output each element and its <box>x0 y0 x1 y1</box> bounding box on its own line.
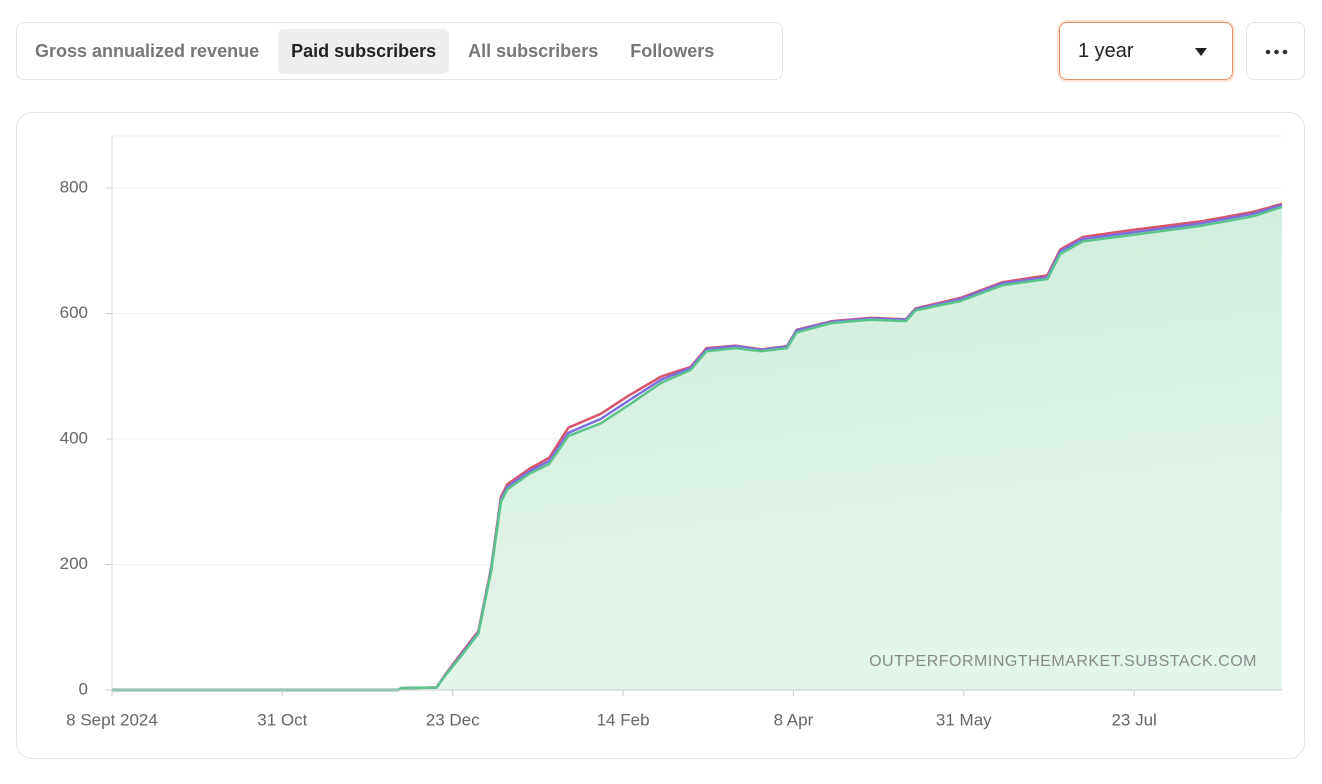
tab[interactable]: Followers <box>630 40 715 61</box>
tab[interactable]: All subscribers <box>468 40 599 61</box>
x-tick-label: 23 Dec <box>426 710 480 729</box>
range-select[interactable]: 1 year <box>1059 22 1233 80</box>
metric-tabs: Gross annualized revenue Paid subscribers… <box>16 22 783 80</box>
dropdown-arrow <box>1195 48 1207 56</box>
x-tick-label: 31 Oct <box>257 710 307 729</box>
more-icon <box>1265 49 1288 55</box>
y-tick-label: 200 <box>60 554 88 573</box>
x-tick-label: 8 Apr <box>774 710 814 729</box>
x-tick-label: 31 May <box>936 710 992 729</box>
x-tick-label: 23 Jul <box>1111 710 1156 729</box>
x-tick-label: 8 Sept 2024 <box>66 710 158 729</box>
chart-card <box>16 112 1305 759</box>
y-tick-label: 400 <box>60 429 88 448</box>
watermark: OUTPERFORMINGTHEMARKET.SUBSTACK.COM <box>869 653 1257 670</box>
y-tick-label: 0 <box>79 679 88 698</box>
series-line <box>112 205 1283 692</box>
range-label: 1 year <box>1078 39 1134 62</box>
y-tick-label: 800 <box>60 178 88 197</box>
y-tick-label: 600 <box>60 303 88 322</box>
area-fill <box>112 206 1282 690</box>
tab[interactable]: Paid subscribers <box>278 28 450 74</box>
x-tick-label: 14 Feb <box>597 710 650 729</box>
tab[interactable]: Gross annualized revenue <box>35 40 260 61</box>
more-button[interactable] <box>1246 22 1305 80</box>
